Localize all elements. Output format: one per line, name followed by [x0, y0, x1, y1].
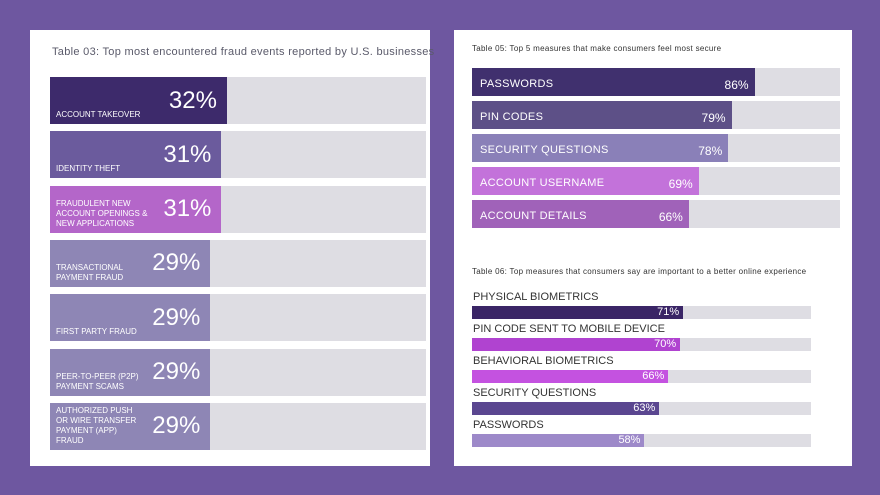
- value-label: 29%: [152, 358, 201, 385]
- category-label: ACCOUNT USERNAME: [480, 177, 605, 189]
- value-label: 31%: [163, 195, 212, 223]
- chart-title: Table 03: Top most encountered fraud eve…: [52, 46, 435, 58]
- value-label: 69%: [668, 177, 693, 191]
- bar: [472, 338, 681, 351]
- bar: [472, 68, 755, 96]
- value-label: 29%: [152, 412, 201, 440]
- value-label: 86%: [724, 78, 749, 92]
- value-label: 79%: [701, 111, 726, 125]
- bar: [472, 370, 669, 383]
- value-label: 70%: [654, 338, 677, 350]
- value-label: 71%: [657, 306, 680, 318]
- bar: [50, 348, 211, 396]
- bar: [472, 167, 699, 195]
- value-label: 58%: [618, 434, 641, 446]
- value-label: 66%: [658, 210, 683, 224]
- chart-title: Table 06: Top measures that consumers sa…: [472, 267, 807, 276]
- category-label: PASSWORDS: [473, 419, 544, 431]
- bar: [50, 77, 227, 124]
- value-label: 63%: [633, 402, 656, 414]
- bar: [50, 131, 222, 179]
- bar: [50, 239, 211, 287]
- category-label: PIN CODE SENT TO MOBILE DEVICE: [473, 323, 665, 335]
- bar: [50, 185, 222, 233]
- value-label: 66%: [642, 370, 665, 382]
- value-label: 78%: [698, 144, 723, 158]
- category-label: AUTHORIZED PUSH OR WIRE TRANSFER PAYMENT…: [56, 405, 137, 445]
- category-label: FIRST PARTY FRAUD: [56, 327, 137, 337]
- category-label: FRAUDULENT NEW ACCOUNT OPENINGS & NEW AP…: [56, 198, 148, 228]
- category-label: IDENTITY THEFT: [56, 164, 121, 174]
- value-label: 32%: [168, 86, 217, 114]
- value-label: 29%: [152, 249, 201, 277]
- value-label: 29%: [152, 303, 201, 331]
- value-label: 31%: [163, 140, 212, 168]
- category-label: PASSWORDS: [480, 78, 554, 90]
- category-label: BEHAVIORAL BIOMETRICS: [473, 355, 614, 367]
- bar: [472, 434, 645, 447]
- category-label: ACCOUNT DETAILS: [480, 210, 587, 222]
- category-label: SECURITY QUESTIONS: [480, 144, 609, 156]
- bar: [472, 101, 732, 129]
- bar: [472, 402, 660, 415]
- category-label: PEER-TO-PEER (P2P) PAYMENT SCAMS: [56, 371, 139, 391]
- category-label: PHYSICAL BIOMETRICS: [473, 291, 599, 303]
- category-label: SECURITY QUESTIONS: [473, 387, 597, 399]
- bar: [472, 200, 689, 228]
- bar: [50, 402, 211, 450]
- bar: [472, 306, 684, 319]
- bar: [50, 294, 211, 342]
- chart-title: Table 05: Top 5 measures that make consu…: [472, 44, 722, 53]
- category-label: PIN CODES: [480, 111, 544, 123]
- category-label: TRANSACTIONAL PAYMENT FRAUD: [56, 262, 124, 282]
- category-label: ACCOUNT TAKEOVER: [56, 110, 141, 119]
- bar: [472, 134, 729, 162]
